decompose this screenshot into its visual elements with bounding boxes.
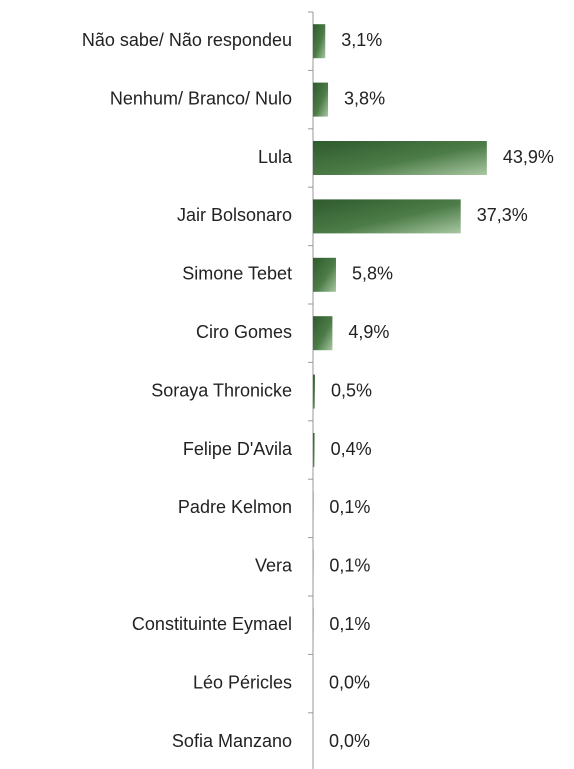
category-label: Sofia Manzano xyxy=(172,731,292,751)
value-label: 0,1% xyxy=(329,556,370,576)
value-label: 0,0% xyxy=(329,672,370,692)
category-label: Jair Bolsonaro xyxy=(177,205,292,225)
value-label: 4,9% xyxy=(348,322,389,342)
category-label: Nenhum/ Branco/ Nulo xyxy=(110,88,292,108)
value-label: 0,1% xyxy=(329,614,370,634)
category-label: Léo Péricles xyxy=(193,672,292,692)
category-label: Ciro Gomes xyxy=(196,322,292,342)
bar xyxy=(313,199,461,234)
category-label: Soraya Thronicke xyxy=(151,380,292,400)
category-label: Lula xyxy=(258,147,293,167)
category-label: Vera xyxy=(255,556,293,576)
bar xyxy=(313,24,326,59)
bar xyxy=(313,257,336,292)
bar xyxy=(313,316,333,351)
value-label: 0,0% xyxy=(329,731,370,751)
bar xyxy=(313,374,315,409)
value-label: 0,4% xyxy=(331,439,372,459)
bar xyxy=(313,141,487,175)
value-label: 0,5% xyxy=(331,380,372,400)
category-label: Simone Tebet xyxy=(182,264,292,284)
category-label: Felipe D'Avila xyxy=(183,439,293,459)
value-label: 3,1% xyxy=(341,30,382,50)
category-label: Padre Kelmon xyxy=(178,497,292,517)
value-label: 3,8% xyxy=(344,88,385,108)
bar xyxy=(313,82,329,117)
value-label: 5,8% xyxy=(352,264,393,284)
bar xyxy=(313,433,315,467)
value-label: 37,3% xyxy=(477,205,528,225)
value-label: 43,9% xyxy=(503,147,554,167)
category-label: Não sabe/ Não respondeu xyxy=(82,30,292,50)
value-label: 0,1% xyxy=(329,497,370,517)
category-label: Constituinte Eymael xyxy=(132,614,292,634)
